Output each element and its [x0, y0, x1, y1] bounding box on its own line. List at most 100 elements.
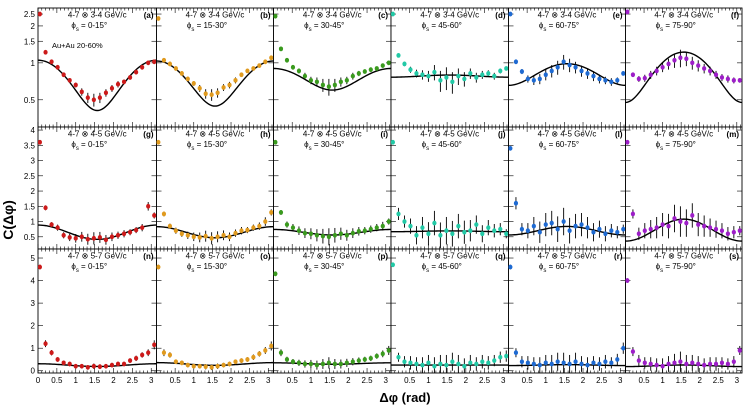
- data-point: [426, 360, 431, 366]
- panel-s: 4-7 ⊗ 5-7 GeV/cϕs = 75-90° (s) 0.5 1 1.5 2 2.5…: [625, 248, 743, 385]
- data-point: [356, 71, 361, 76]
- y-tick-label: 2: [31, 322, 36, 331]
- y-tick-label: 3: [31, 299, 36, 308]
- data-point: [161, 350, 167, 356]
- data-point: [97, 364, 102, 370]
- trigger-label: 4-7 ⊗ 4-5 GeV/c: [68, 130, 127, 139]
- data-point: [636, 231, 641, 237]
- data-point: [296, 68, 302, 74]
- data-point: [702, 66, 707, 71]
- data-point: [115, 81, 121, 87]
- data-point: [696, 222, 701, 228]
- data-point: [396, 53, 401, 58]
- panel-i: 4-7 ⊗ 4-5 GeV/cϕs = 30-45° (i): [273, 126, 392, 250]
- panel-tag: (r): [614, 252, 623, 261]
- panel-a: 0.5 1 1.5 2 2.5 4-7 ⊗ 3-4 GeV/cϕs = 0-15° (a) A…: [24, 7, 157, 128]
- data-point: [320, 233, 325, 239]
- data-point: [73, 235, 78, 241]
- data-point: [55, 64, 60, 70]
- x-tick-label: 1: [426, 376, 431, 385]
- data-point: [486, 71, 491, 76]
- data-point: [156, 264, 161, 270]
- trigger-label: 4-7 ⊗ 3-4 GeV/c: [538, 11, 597, 20]
- data-point: [543, 72, 548, 78]
- data-point: [185, 232, 190, 238]
- panel-g: 0.5 1 1.5 2 2.5 3 3.5 4 4-7 ⊗ 4-5 GeV/cϕs = 0-15…: [24, 126, 157, 250]
- data-point: [672, 216, 677, 221]
- data-point: [103, 363, 109, 369]
- data-point: [314, 79, 320, 85]
- data-point: [642, 360, 647, 366]
- data-point: [356, 358, 361, 363]
- data-point: [290, 359, 296, 365]
- data-point: [713, 361, 719, 367]
- data-point: [263, 219, 268, 224]
- data-point: [91, 235, 96, 241]
- data-point: [684, 220, 689, 226]
- data-point: [326, 84, 331, 90]
- x-tick-label: 1.5: [207, 376, 219, 385]
- x-tick-label: 0.5: [522, 376, 534, 385]
- data-point: [121, 231, 127, 237]
- data-point: [573, 223, 578, 229]
- panel-r: 4-7 ⊗ 5-7 GeV/cϕs = 60-75° (r) 0.5 1 1.5 2 2.5…: [508, 248, 626, 385]
- data-point: [308, 361, 314, 367]
- data-point: [284, 222, 290, 228]
- trigger-label: 4-7 ⊗ 4-5 GeV/c: [420, 130, 479, 139]
- data-point: [543, 222, 548, 228]
- data-point: [368, 67, 373, 73]
- data-point: [642, 75, 647, 81]
- data-point: [468, 360, 473, 366]
- data-point: [567, 228, 572, 234]
- x-tick-label: 1: [660, 376, 665, 385]
- data-point: [603, 231, 608, 237]
- x-tick-label: 3: [266, 376, 271, 385]
- data-point: [362, 228, 367, 234]
- data-point: [134, 227, 139, 233]
- data-point: [531, 77, 536, 83]
- data-point: [531, 223, 536, 229]
- data-point: [591, 229, 596, 235]
- data-point: [579, 361, 584, 367]
- x-tick-label: 0.5: [638, 376, 650, 385]
- trigger-label: 4-7 ⊗ 3-4 GeV/c: [68, 11, 127, 20]
- data-point: [456, 361, 461, 367]
- data-point: [109, 362, 115, 368]
- data-point: [290, 64, 296, 70]
- data-point: [257, 351, 262, 357]
- x-tick-label: 1: [309, 376, 314, 385]
- data-point: [725, 76, 731, 82]
- data-point: [197, 363, 202, 369]
- data-point: [374, 353, 379, 359]
- data-point: [197, 85, 202, 91]
- data-point: [55, 225, 60, 231]
- data-point: [61, 72, 66, 78]
- data-point: [462, 229, 467, 235]
- trigger-label: 4-7 ⊗ 5-7 GeV/c: [303, 252, 362, 261]
- x-tick-label: 3: [618, 376, 623, 385]
- data-point: [597, 226, 602, 232]
- data-point: [156, 139, 161, 145]
- data-point: [115, 232, 121, 238]
- data-point: [362, 69, 367, 74]
- phi-s-label: ϕs = 0-15°: [71, 21, 107, 33]
- data-point: [43, 49, 48, 55]
- data-point: [173, 66, 178, 71]
- data-point: [67, 361, 72, 367]
- x-tick-label: 1.5: [559, 376, 571, 385]
- data-point: [585, 71, 590, 76]
- panel-clipped-content: [273, 13, 391, 96]
- data-point: [109, 85, 115, 91]
- trigger-label: 4-7 ⊗ 4-5 GeV/c: [538, 130, 597, 139]
- phi-s-label: ϕs = 15-30°: [187, 140, 227, 152]
- panel-clipped-content: [273, 139, 391, 246]
- data-point: [73, 363, 78, 369]
- data-point: [537, 362, 542, 368]
- y-tick-label: 1: [31, 218, 36, 227]
- panel-d: 4-7 ⊗ 3-4 GeV/cϕs = 45-60° (d): [390, 7, 509, 128]
- data-point: [597, 76, 602, 82]
- panel-tag: (j): [498, 130, 506, 139]
- data-point: [420, 225, 425, 231]
- y-tick-label: 2.5: [24, 172, 36, 181]
- data-point: [233, 230, 238, 236]
